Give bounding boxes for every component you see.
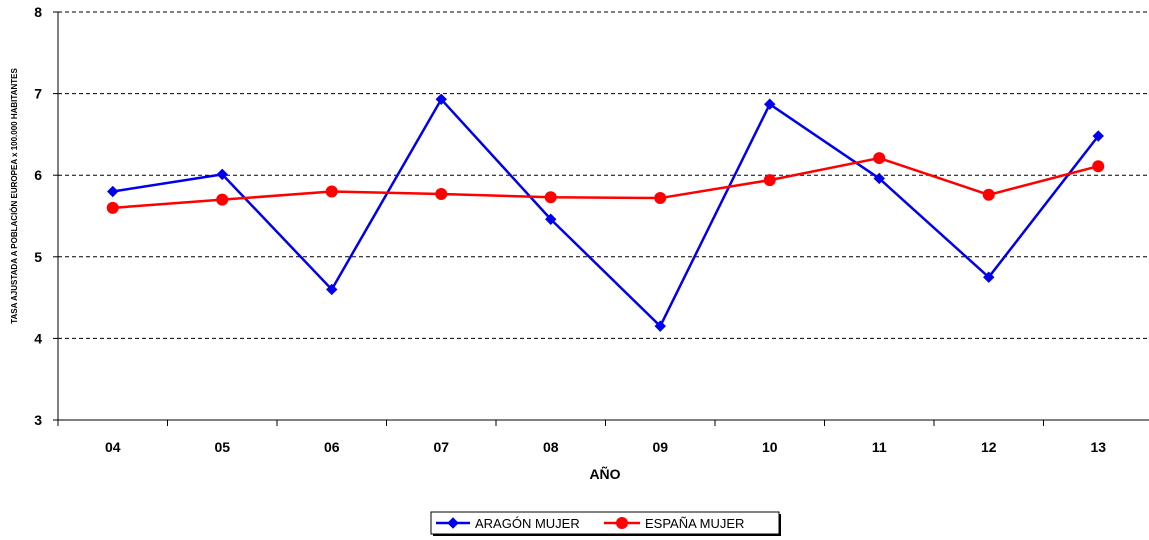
x-tick-label: 06: [324, 439, 340, 455]
data-point: [982, 188, 995, 201]
y-tick-label: 6: [34, 167, 42, 183]
data-point: [873, 152, 886, 165]
x-tick-label: 13: [1090, 439, 1106, 455]
y-tick-label: 4: [34, 330, 42, 346]
legend-label: ARAGÓN MUJER: [475, 516, 580, 531]
data-point: [763, 174, 776, 187]
x-tick-label: 12: [981, 439, 997, 455]
series-line: [112, 156, 1099, 210]
legend-swatch-marker: [616, 517, 628, 529]
x-tick-label: 05: [214, 439, 230, 455]
data-point: [764, 98, 776, 110]
data-point: [873, 172, 885, 185]
y-tick-label: 3: [34, 412, 42, 428]
x-tick-label: 04: [105, 439, 121, 455]
y-tick-label: 8: [34, 4, 42, 20]
data-point: [435, 187, 448, 200]
series-aragon-mujer: [107, 93, 1104, 332]
axes: [53, 11, 1149, 426]
y-axis-title: TASA AJUSTADA A POBLACIÓN EUROPEA x 100.…: [10, 68, 19, 324]
x-tick-label: 09: [652, 439, 668, 455]
data-point: [654, 320, 666, 332]
legend-shadow-bottom: [433, 534, 781, 536]
series-line: [112, 98, 1100, 328]
data-point: [107, 185, 119, 198]
data-point: [216, 193, 229, 206]
data-point: [106, 201, 119, 214]
x-tick-label: 10: [762, 439, 778, 455]
x-axis-title: AÑO: [589, 465, 620, 482]
data-point: [654, 192, 667, 205]
x-tick-label: 07: [433, 439, 449, 455]
x-tick-label: 08: [543, 439, 559, 455]
data-point: [544, 191, 557, 204]
y-tick-labels: 3 4 5 6 7 8: [34, 4, 42, 428]
data-point: [545, 213, 557, 225]
legend-label: ESPAÑA MUJER: [645, 516, 744, 531]
legend-items: ARAGÓN MUJER ESPAÑA MUJER: [436, 516, 744, 531]
data-point: [326, 283, 338, 296]
y-tick-label: 5: [34, 249, 42, 265]
series-espana-mujer: [106, 152, 1105, 214]
legend-shadow: [779, 514, 781, 536]
x-tick-label: 11: [872, 439, 887, 455]
x-tick-labels: 04 05 06 07 08 09 10 11 12 13: [105, 439, 1106, 455]
legend: ARAGÓN MUJER ESPAÑA MUJER: [430, 511, 781, 536]
gridlines: [58, 11, 1149, 339]
data-point: [216, 168, 228, 181]
y-tick-label: 7: [34, 86, 42, 102]
data-point: [1092, 130, 1104, 142]
legend-swatch-marker: [447, 517, 459, 529]
data-point: [983, 271, 995, 283]
data-point: [1092, 160, 1105, 173]
data-point: [325, 185, 338, 198]
data-point: [435, 93, 447, 106]
data-series: [106, 93, 1105, 332]
